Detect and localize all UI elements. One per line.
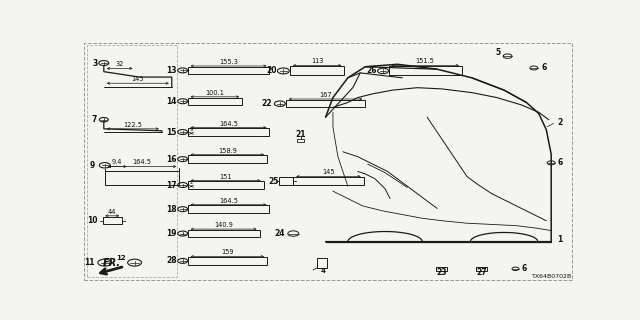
Text: 7: 7	[92, 115, 97, 124]
Bar	[297, 139, 304, 142]
Text: 113: 113	[311, 58, 323, 64]
Bar	[436, 267, 447, 270]
Bar	[188, 230, 260, 237]
Text: 9.4: 9.4	[112, 159, 122, 165]
Bar	[476, 267, 487, 270]
Text: 159: 159	[221, 250, 234, 255]
Text: 20: 20	[266, 67, 277, 76]
Text: 25: 25	[268, 177, 278, 186]
Bar	[188, 156, 267, 163]
Text: 18: 18	[166, 205, 177, 214]
Text: 23: 23	[436, 268, 447, 277]
Text: 164.5: 164.5	[219, 198, 238, 204]
Text: 6: 6	[541, 63, 547, 72]
Text: 11: 11	[84, 258, 95, 267]
Bar	[286, 100, 365, 108]
Text: 151.5: 151.5	[416, 58, 435, 64]
Text: 32: 32	[115, 61, 124, 67]
Text: 4: 4	[321, 268, 326, 274]
Text: 155.3: 155.3	[219, 59, 238, 65]
Text: 15: 15	[166, 128, 177, 137]
Text: 100.1: 100.1	[205, 90, 225, 96]
Text: 24: 24	[275, 229, 285, 238]
Text: 14: 14	[166, 97, 177, 106]
Text: 164.5: 164.5	[132, 159, 152, 165]
Text: 1: 1	[557, 235, 563, 244]
Bar	[293, 177, 364, 185]
Bar	[317, 258, 326, 268]
Text: 140.9: 140.9	[214, 222, 233, 228]
Bar	[188, 67, 269, 74]
Text: 12: 12	[116, 255, 126, 261]
Text: 122.5: 122.5	[124, 122, 142, 128]
Bar	[88, 44, 177, 277]
Text: 17: 17	[166, 180, 177, 189]
Text: 21: 21	[296, 130, 306, 139]
Text: 44: 44	[108, 209, 116, 215]
Bar	[279, 177, 292, 185]
Bar	[188, 205, 269, 213]
Text: 13: 13	[166, 66, 177, 75]
Text: 5: 5	[495, 48, 500, 57]
Text: 9: 9	[90, 161, 95, 170]
Text: 167: 167	[319, 92, 332, 98]
Bar	[103, 217, 122, 224]
Text: 151: 151	[220, 173, 232, 180]
Text: 2: 2	[557, 118, 563, 127]
Text: 2: 2	[189, 180, 193, 185]
Text: 10: 10	[87, 216, 97, 225]
Bar	[388, 67, 462, 75]
Text: 6: 6	[522, 264, 527, 273]
Text: 3: 3	[92, 59, 97, 68]
Text: TX64B0702B: TX64B0702B	[532, 274, 572, 279]
Text: 27: 27	[476, 268, 486, 277]
Text: 6: 6	[557, 158, 563, 167]
Text: 16: 16	[166, 155, 177, 164]
Text: 158.9: 158.9	[218, 148, 237, 154]
Bar	[188, 181, 264, 189]
Bar	[290, 67, 344, 75]
Text: 22: 22	[262, 99, 272, 108]
Text: 164.5: 164.5	[219, 121, 238, 127]
Text: FR.: FR.	[103, 258, 121, 268]
Bar	[188, 128, 269, 136]
Bar	[105, 172, 179, 185]
Text: 145: 145	[322, 169, 335, 175]
Bar	[188, 257, 267, 265]
Text: 145: 145	[131, 76, 144, 82]
Text: 19: 19	[166, 229, 177, 238]
Text: 9: 9	[189, 127, 193, 132]
Text: 28: 28	[166, 256, 177, 265]
Text: 26: 26	[367, 67, 377, 76]
Bar	[188, 98, 242, 105]
